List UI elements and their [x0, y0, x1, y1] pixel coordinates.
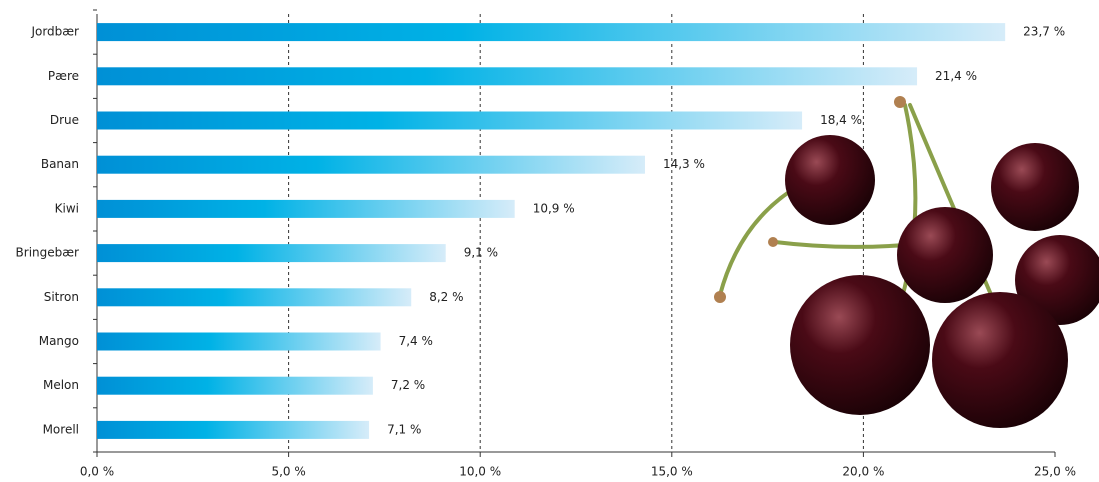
x-tick-label: 10,0 %: [459, 465, 501, 479]
value-label: 9,1 %: [464, 246, 498, 260]
x-tick-label: 20,0 %: [842, 465, 884, 479]
y-tick-label: Kiwi: [55, 201, 79, 215]
y-tick-label: Morell: [43, 422, 79, 436]
y-tick-label: Melon: [43, 378, 79, 392]
y-tick-label: Jordbær: [30, 25, 79, 39]
x-tick-label: 25,0 %: [1034, 465, 1076, 479]
bar: [97, 199, 515, 218]
value-label: 7,2 %: [391, 378, 425, 392]
value-label: 23,7 %: [1023, 25, 1065, 39]
y-tick-label: Bringebær: [16, 246, 80, 260]
y-tick-label: Drue: [50, 113, 79, 127]
value-label: 21,4 %: [935, 69, 977, 83]
x-tick-label: 5,0 %: [271, 465, 305, 479]
x-tick-label: 15,0 %: [651, 465, 693, 479]
value-label: 18,4 %: [820, 113, 862, 127]
bar: [97, 420, 370, 439]
value-label: 14,3 %: [663, 157, 705, 171]
y-tick-label: Pære: [48, 69, 79, 83]
value-label: 7,4 %: [399, 334, 433, 348]
bar: [97, 111, 803, 130]
bar: [97, 244, 446, 263]
bar: [97, 288, 412, 307]
x-tick-label: 0,0 %: [80, 465, 114, 479]
bar: [97, 67, 918, 86]
bar: [97, 23, 1006, 42]
y-tick-label: Mango: [39, 334, 79, 348]
bar: [97, 376, 373, 395]
value-label: 7,1 %: [387, 422, 421, 436]
y-tick-label: Sitron: [44, 290, 79, 304]
bar: [97, 155, 645, 174]
bar: [97, 332, 381, 351]
value-label: 8,2 %: [429, 290, 463, 304]
y-tick-label: Banan: [41, 157, 79, 171]
value-label: 10,9 %: [533, 201, 575, 215]
